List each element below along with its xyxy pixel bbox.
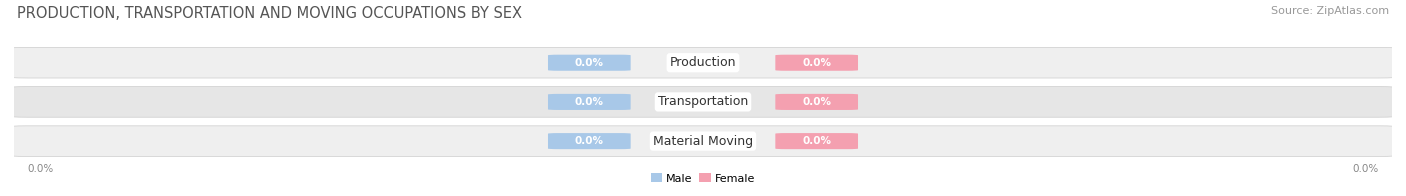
FancyBboxPatch shape bbox=[7, 87, 1399, 117]
Text: PRODUCTION, TRANSPORTATION AND MOVING OCCUPATIONS BY SEX: PRODUCTION, TRANSPORTATION AND MOVING OC… bbox=[17, 6, 522, 21]
FancyBboxPatch shape bbox=[7, 47, 1399, 78]
Text: Transportation: Transportation bbox=[658, 95, 748, 108]
FancyBboxPatch shape bbox=[775, 133, 858, 149]
FancyBboxPatch shape bbox=[548, 94, 631, 110]
Text: 0.0%: 0.0% bbox=[575, 136, 603, 146]
FancyBboxPatch shape bbox=[548, 133, 631, 149]
Text: Production: Production bbox=[669, 56, 737, 69]
Legend: Male, Female: Male, Female bbox=[647, 169, 759, 188]
Text: Material Moving: Material Moving bbox=[652, 135, 754, 148]
Text: Source: ZipAtlas.com: Source: ZipAtlas.com bbox=[1271, 6, 1389, 16]
Text: 0.0%: 0.0% bbox=[28, 164, 53, 174]
Text: 0.0%: 0.0% bbox=[803, 136, 831, 146]
FancyBboxPatch shape bbox=[775, 94, 858, 110]
FancyBboxPatch shape bbox=[7, 126, 1399, 156]
Text: 0.0%: 0.0% bbox=[1353, 164, 1378, 174]
Text: 0.0%: 0.0% bbox=[803, 58, 831, 68]
FancyBboxPatch shape bbox=[548, 55, 631, 71]
Text: 0.0%: 0.0% bbox=[575, 58, 603, 68]
Text: 0.0%: 0.0% bbox=[575, 97, 603, 107]
Text: 0.0%: 0.0% bbox=[803, 97, 831, 107]
FancyBboxPatch shape bbox=[775, 55, 858, 71]
